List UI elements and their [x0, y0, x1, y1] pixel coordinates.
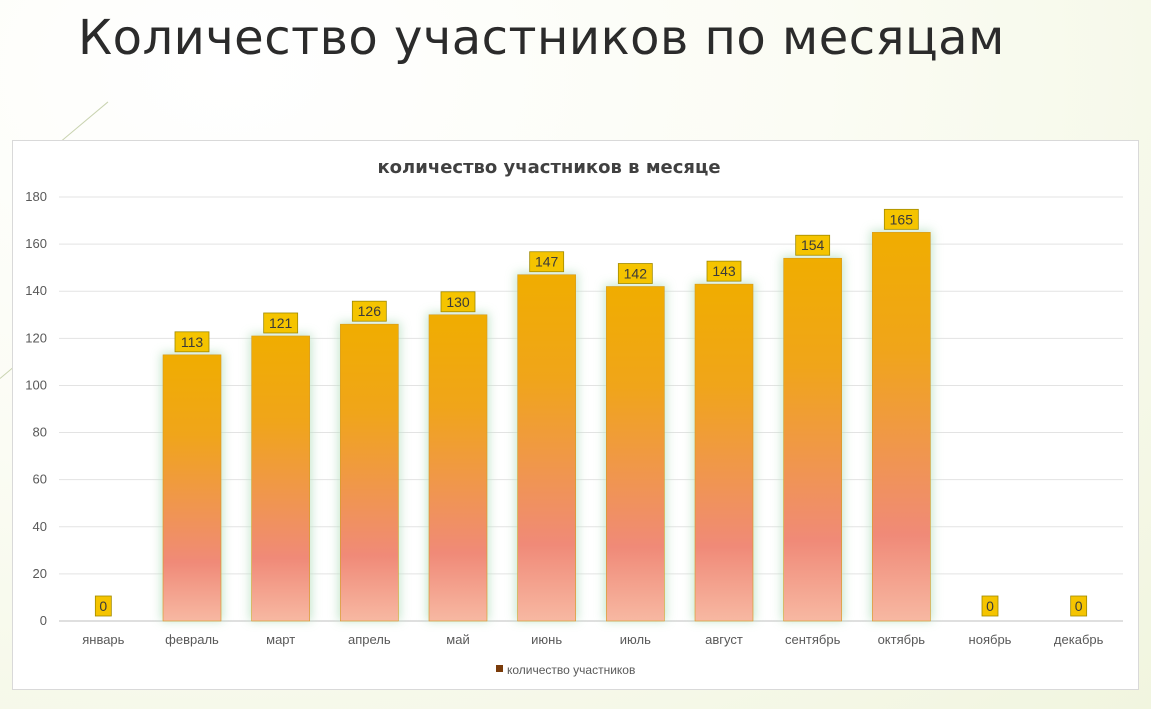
x-tick-label: ноябрь: [969, 632, 1012, 647]
data-label: 126: [351, 300, 387, 322]
x-tick-label: июль: [620, 632, 651, 647]
data-label: 0: [94, 595, 112, 617]
data-label: 130: [440, 291, 476, 313]
y-tick-label: 60: [33, 472, 47, 487]
y-tick-label: 40: [33, 519, 47, 534]
y-tick-label: 180: [25, 189, 47, 204]
data-label-text: 147: [535, 254, 559, 270]
x-tick-label: февраль: [165, 632, 219, 647]
bar-июнь: [517, 274, 576, 622]
data-label-text: 143: [712, 263, 736, 279]
data-label: 143: [706, 260, 742, 282]
data-label-text: 0: [99, 598, 107, 614]
data-label-text: 113: [181, 334, 204, 350]
chart-legend: количество участников: [496, 663, 635, 677]
data-label: 0: [981, 595, 999, 617]
data-label: 121: [263, 312, 299, 334]
x-tick-label: январь: [82, 632, 124, 647]
data-label-box: [883, 208, 919, 230]
y-tick-label: 160: [25, 236, 47, 251]
data-label-text: 142: [624, 266, 648, 282]
x-tick-label: август: [705, 632, 743, 647]
data-label-text: 121: [269, 315, 293, 331]
chart-panel: 0 113 121 126 130 147 142 143 154 165 0 0 0 20 40 60 80…: [12, 140, 1139, 690]
x-tick-label: март: [266, 632, 295, 647]
data-label: 142: [617, 263, 653, 284]
bar-chart: 0 113 121 126 130 147 142 143 154 165 0 0 0 20 40 60 80…: [25, 157, 1123, 677]
bar-октябрь: [872, 232, 931, 622]
data-label: 147: [529, 251, 565, 273]
legend-swatch: [496, 665, 503, 672]
data-label-text: 130: [446, 294, 470, 310]
data-label-box: [174, 331, 210, 353]
data-label-text: 0: [1075, 598, 1083, 614]
data-label-text: 0: [986, 598, 994, 614]
bar-май: [428, 314, 488, 622]
bar-февраль: [162, 354, 222, 622]
data-label: 154: [795, 234, 831, 256]
bar-июль: [606, 286, 665, 622]
data-label-box: [529, 251, 565, 273]
bar-март: [251, 335, 310, 622]
data-label-text: 165: [890, 211, 914, 227]
data-label: 165: [883, 208, 919, 230]
bar-сентябрь: [783, 257, 842, 622]
y-tick-label: 0: [40, 613, 47, 628]
x-tick-label: октябрь: [878, 632, 926, 647]
slide-title: Количество участников по месяцам: [78, 10, 1005, 66]
x-tick-label: апрель: [348, 632, 391, 647]
data-label-box: [617, 263, 653, 284]
y-tick-label: 140: [25, 283, 47, 298]
x-tick-label: июнь: [531, 632, 562, 647]
bar-август: [694, 283, 754, 622]
data-label-text: 126: [358, 303, 382, 319]
data-label: 113: [174, 331, 210, 353]
y-tick-label: 100: [25, 377, 47, 392]
chart-title: количество участников в месяце: [377, 157, 720, 178]
data-label-box: [1070, 595, 1088, 617]
bar-апрель: [340, 323, 399, 622]
data-label-box: [263, 312, 299, 334]
x-tick-label: сентябрь: [785, 632, 841, 647]
data-label-box: [706, 260, 742, 282]
y-tick-label: 120: [25, 330, 47, 345]
data-label-box: [795, 234, 831, 256]
y-tick-label: 20: [33, 566, 47, 581]
data-label-box: [981, 595, 999, 617]
x-tick-label: май: [446, 632, 469, 647]
data-label: 0: [1070, 595, 1088, 617]
data-label-box: [351, 300, 387, 322]
y-tick-label: 80: [33, 425, 47, 440]
data-label-box: [94, 595, 112, 617]
data-label-box: [440, 291, 476, 313]
data-label-text: 154: [801, 237, 825, 253]
decorative-line: [61, 101, 109, 141]
legend-label: количество участников: [507, 663, 635, 677]
x-tick-label: декабрь: [1054, 632, 1104, 647]
